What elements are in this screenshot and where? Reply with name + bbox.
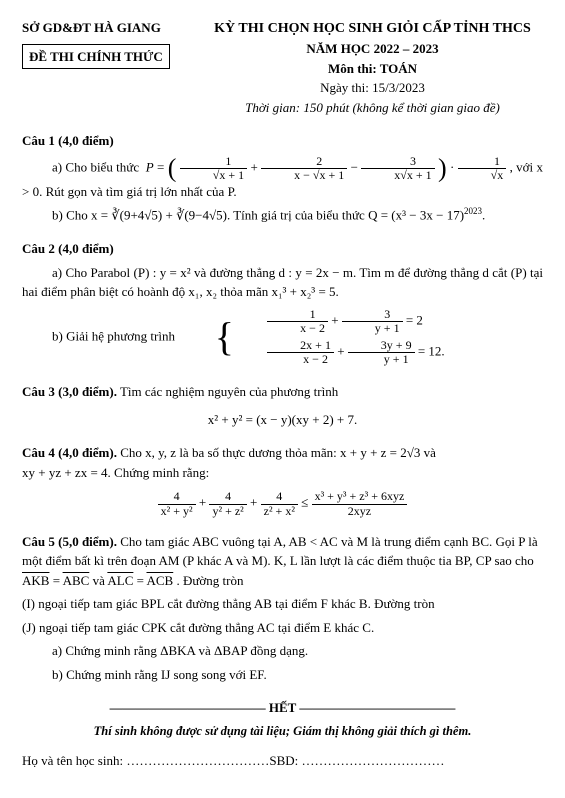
- org-name: SỞ GD&ĐT HÀ GIANG: [22, 18, 161, 38]
- mid1: =: [53, 573, 63, 588]
- q1b-pre: b) Cho x = ∛(9+4√5) + ∛(9−4√5). Tính giá…: [52, 208, 464, 223]
- q1b-end: .: [482, 208, 485, 223]
- q2b: b) Giải hệ phương trình { 1x − 2 + 3y + …: [22, 306, 543, 369]
- arc2: ABC: [63, 573, 90, 588]
- arc4: ACB: [147, 573, 174, 588]
- footer-het: ———————————— HẾT ————————————: [22, 698, 543, 718]
- q4-text-b: xy + yz + zx = 4. Chứng minh rằng:: [22, 463, 543, 483]
- q2b-pre: b) Giải hệ phương trình: [52, 328, 175, 343]
- q3: Câu 3 (3,0 điểm). Tìm các nghiệm nguyên …: [22, 382, 543, 429]
- header-row: SỞ GD&ĐT HÀ GIANG ĐỀ THI CHÍNH THỨC KỲ T…: [22, 18, 543, 117]
- exam-year: NĂM HỌC 2022 – 2023: [202, 39, 543, 59]
- exam-page: SỞ GD&ĐT HÀ GIANG ĐỀ THI CHÍNH THỨC KỲ T…: [0, 0, 565, 788]
- q2a: a) Cho Parabol (P) : y = x² và đường thẳ…: [22, 263, 543, 302]
- q4-text-a: Cho x, y, z là ba số thực dương thỏa mãn…: [120, 445, 436, 460]
- arc1: AKB: [22, 573, 49, 588]
- q5-part-b: b) Chứng minh rằng IJ song song với EF.: [22, 665, 543, 685]
- q4-title: Câu 4 (4,0 điểm).: [22, 445, 117, 460]
- q2: Câu 2 (4,0 điểm) a) Cho Parabol (P) : y …: [22, 239, 543, 368]
- mid2: và: [93, 573, 108, 588]
- q5-title: Câu 5 (5,0 điểm).: [22, 534, 117, 549]
- dethi-box: ĐỀ THI CHÍNH THỨC: [22, 44, 170, 70]
- footer-note: Thí sinh không được sử dụng tài liệu; Gi…: [22, 722, 543, 741]
- q5-line-I: (I) ngoại tiếp tam giác BPL cắt đường th…: [22, 594, 543, 614]
- q1a: a) Cho biểu thức P = ( 1√x + 1 + 2x − √x…: [22, 155, 543, 202]
- q1-title: Câu 1 (4,0 điểm): [22, 131, 543, 151]
- q5-intro-end: . Đường tròn: [176, 573, 243, 588]
- q2-title: Câu 2 (4,0 điểm): [22, 239, 543, 259]
- exam-time: Thời gian: 150 phút (không kể thời gian …: [202, 98, 543, 118]
- q1b: b) Cho x = ∛(9+4√5) + ∛(9−4√5). Tính giá…: [22, 205, 543, 225]
- header-right: KỲ THI CHỌN HỌC SINH GIỎI CẤP TỈNH THCS …: [202, 18, 543, 117]
- q1b-exp: 2023: [464, 206, 482, 216]
- q4: Câu 4 (4,0 điểm). Cho x, y, z là ba số t…: [22, 443, 543, 517]
- q5-part-a: a) Chứng minh rằng ΔBKA và ΔBAP đồng dạn…: [22, 641, 543, 661]
- header-left: SỞ GD&ĐT HÀ GIANG ĐỀ THI CHÍNH THỨC: [22, 18, 202, 69]
- q3-eq: x² + y² = (x − y)(xy + 2) + 7.: [22, 410, 543, 430]
- q3-text: Tìm các nghiệm nguyên của phương trình: [120, 384, 338, 399]
- arc3: ALC: [107, 573, 133, 588]
- q5: Câu 5 (5,0 điểm). Cho tam giác ABC vuông…: [22, 532, 543, 685]
- q1: Câu 1 (4,0 điểm) a) Cho biểu thức P = ( …: [22, 131, 543, 225]
- q5-line-J: (J) ngoại tiếp tam giác CPK cắt đường th…: [22, 618, 543, 638]
- exam-subject: Môn thi: TOÁN: [202, 59, 543, 79]
- q4-ineq: 4x² + y² + 4y² + z² + 4z² + x² ≤ x³ + y³…: [22, 490, 543, 517]
- mid3: =: [137, 573, 147, 588]
- signature-line: Họ và tên học sinh: ……………………………SBD: ……………: [22, 751, 543, 771]
- exam-date: Ngày thi: 15/3/2023: [202, 78, 543, 98]
- exam-title: KỲ THI CHỌN HỌC SINH GIỎI CẤP TỈNH THCS: [202, 18, 543, 39]
- q1a-pre: a) Cho biểu thức: [52, 159, 139, 174]
- q3-title: Câu 3 (3,0 điểm).: [22, 384, 117, 399]
